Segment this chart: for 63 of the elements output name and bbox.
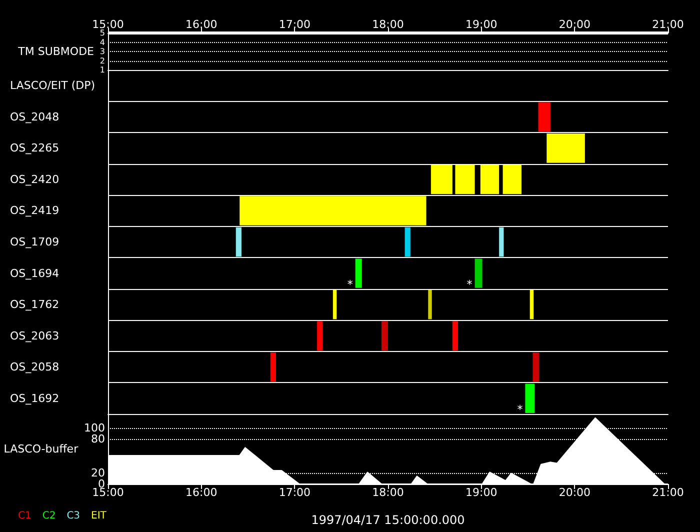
bar [480, 164, 500, 194]
text: EIT [91, 510, 108, 522]
y-tick-label: OS_2048 [10, 110, 60, 124]
y-tick-label: 3 [100, 47, 105, 56]
bar [532, 352, 540, 382]
y-tick-label: OS_2420 [10, 172, 60, 186]
x-tick-label: 19:00 [465, 18, 498, 31]
y-tick-label: 100 [84, 422, 105, 434]
bar [538, 102, 550, 132]
x-tick-label: 21:00 [652, 486, 684, 499]
x-tick-label: 21:00 [652, 18, 684, 31]
bar [381, 321, 388, 350]
y-tick-label: 5 [100, 28, 105, 38]
bar [240, 196, 426, 226]
y-axis-title: LASCO-buffer [4, 442, 79, 456]
bar [530, 290, 534, 320]
bar [546, 134, 585, 163]
text: C3 [66, 510, 80, 522]
y-tick-label: OS_1692 [10, 392, 60, 405]
x-tick-label: 16:00 [185, 18, 218, 31]
y-tick-label: OS_2265 [10, 142, 60, 155]
x-tick-label: 15:00 [92, 18, 124, 31]
y-tick-label: OS_2063 [10, 329, 60, 342]
y-tick-label: 1 [100, 66, 105, 74]
bar [404, 227, 410, 257]
bar [502, 164, 522, 194]
bar [474, 258, 482, 288]
y-tick-label: OS_1709 [10, 236, 60, 248]
bar [525, 384, 535, 413]
y-tick-label: 20 [91, 466, 105, 480]
y-axis-title: TM SUBMODE [17, 45, 94, 58]
x-tick-label: 15:00 [92, 486, 124, 499]
x-tick-label: 18:00 [372, 486, 404, 499]
x-tick-label: 19:00 [465, 486, 498, 499]
y-tick-label: OS_1762 [10, 298, 60, 312]
x-axis-title: 1997/04/17 15:00:00.000 [311, 513, 465, 527]
x-tick-label: 17:00 [278, 486, 311, 499]
bar [270, 352, 276, 382]
annotation: * [517, 403, 524, 416]
bar [430, 164, 452, 194]
y-tick-label: LASCO/EIT (DP) [10, 79, 96, 92]
x-tick-label: 20:00 [558, 486, 591, 499]
y-tick-label: OS_1694 [10, 266, 60, 280]
x-tick-label: 18:00 [372, 18, 404, 31]
annotation: * [347, 278, 354, 291]
y-tick-label: 2 [100, 56, 105, 66]
text: C2 [42, 510, 56, 522]
y-tick-label: 80 [91, 432, 105, 446]
annotation: * [466, 278, 473, 291]
text: C1 [18, 510, 32, 522]
y-tick-label: OS_2419 [10, 204, 60, 218]
bar [428, 290, 432, 320]
bar [332, 290, 337, 320]
x-tick-label: 20:00 [558, 18, 591, 31]
x-tick-label: 16:00 [185, 486, 218, 499]
y-tick-label: OS_2058 [10, 360, 60, 374]
y-tick-label: 4 [100, 38, 105, 47]
x-tick-label: 17:00 [278, 18, 311, 31]
bar [317, 321, 323, 350]
bar [452, 321, 458, 350]
bar [355, 258, 362, 288]
bar [236, 227, 242, 257]
bar [499, 227, 504, 257]
